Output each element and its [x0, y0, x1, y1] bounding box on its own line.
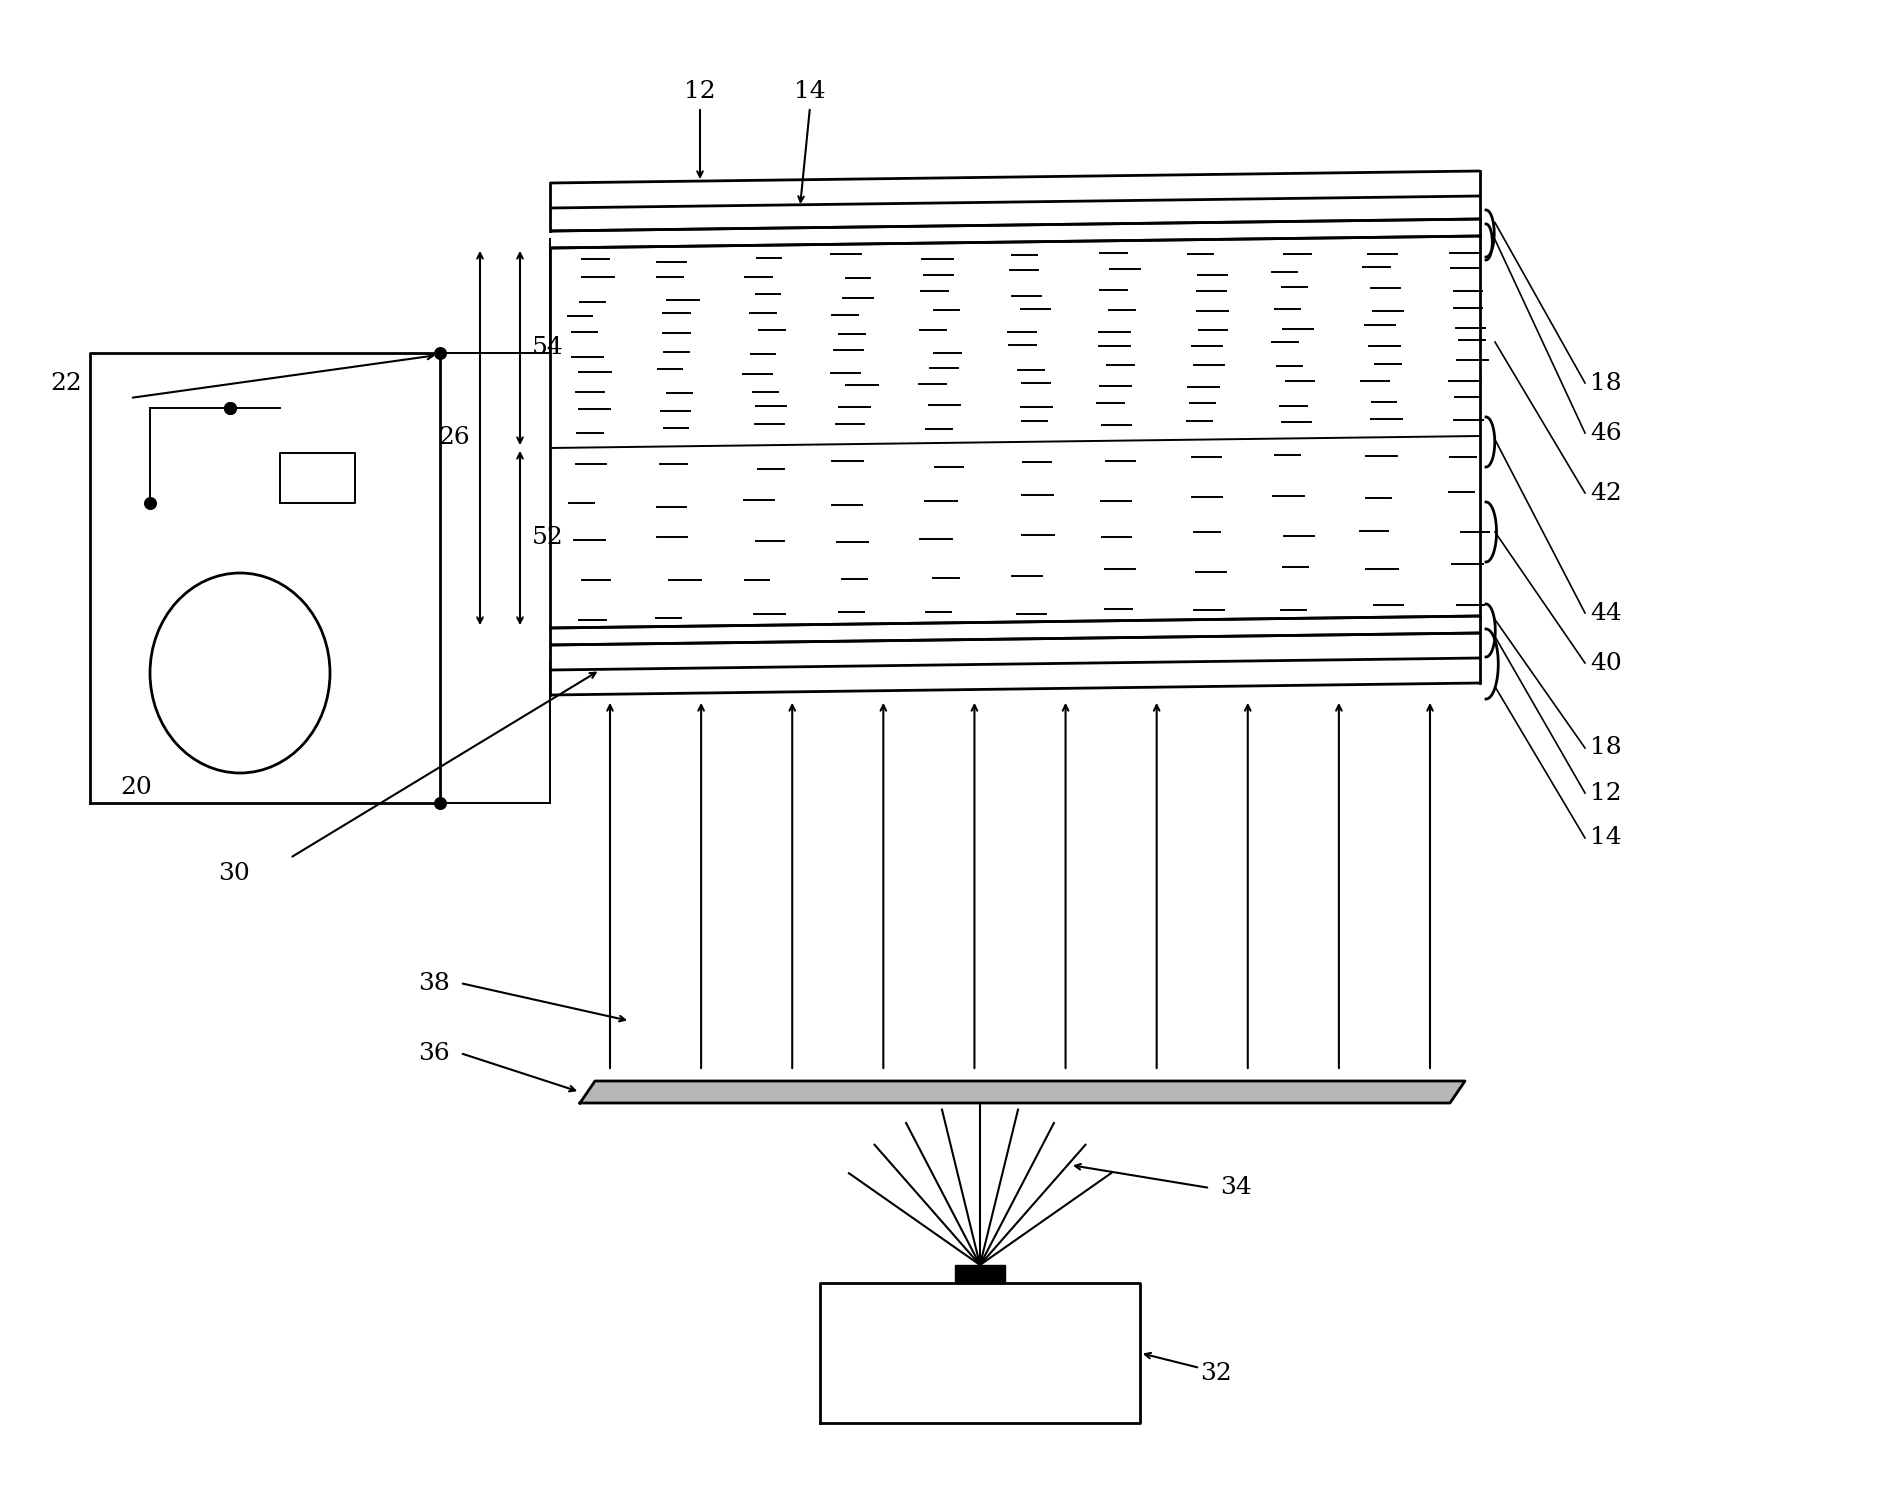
Text: 54: 54	[531, 337, 563, 359]
Polygon shape	[580, 1081, 1466, 1103]
Text: 12: 12	[1590, 782, 1622, 804]
Text: 34: 34	[1221, 1177, 1251, 1199]
Text: 42: 42	[1590, 481, 1622, 505]
Point	[136, 491, 166, 516]
Point	[426, 791, 456, 815]
Text: 52: 52	[531, 526, 563, 550]
Text: 26: 26	[439, 427, 469, 449]
Text: 18: 18	[1590, 736, 1622, 759]
Polygon shape	[955, 1266, 1004, 1284]
Text: 14: 14	[1590, 827, 1622, 849]
Point	[215, 395, 245, 419]
Point	[426, 341, 456, 365]
Text: 32: 32	[1200, 1362, 1232, 1384]
Text: 12: 12	[684, 80, 716, 104]
Text: 14: 14	[795, 80, 825, 104]
Text: 18: 18	[1590, 371, 1622, 394]
Text: 30: 30	[219, 861, 251, 884]
Text: 20: 20	[121, 777, 153, 800]
Text: 22: 22	[51, 371, 81, 394]
Point	[215, 395, 245, 419]
Text: 40: 40	[1590, 651, 1622, 675]
Text: 36: 36	[418, 1042, 450, 1064]
Text: 46: 46	[1590, 421, 1622, 445]
Text: 44: 44	[1590, 601, 1622, 625]
Text: 38: 38	[418, 971, 450, 995]
